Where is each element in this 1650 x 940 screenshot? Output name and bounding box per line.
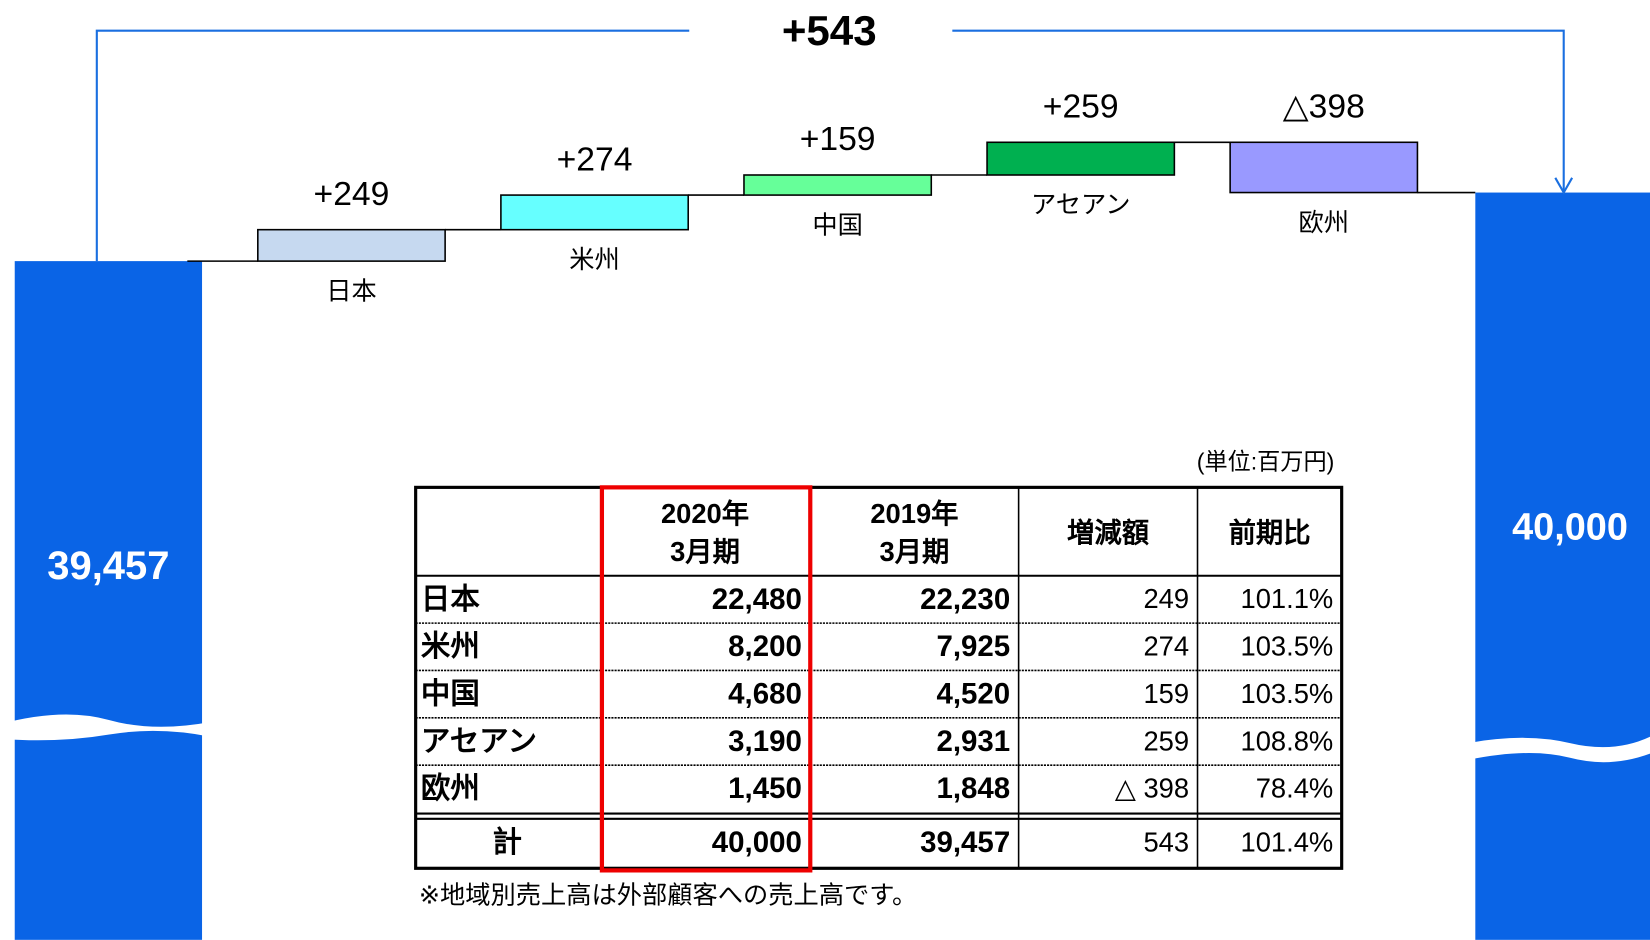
value-label: △398 bbox=[1283, 89, 1365, 126]
step-bar bbox=[743, 174, 933, 196]
header-cell: 3月期 bbox=[670, 536, 740, 567]
category-label: 日本 bbox=[326, 277, 377, 305]
value-label: +259 bbox=[1043, 89, 1119, 126]
start-bar bbox=[14, 261, 203, 940]
table-cell: 米州 bbox=[421, 630, 480, 663]
table-cell: 274 bbox=[1143, 631, 1189, 662]
end-label: 40,000 bbox=[1512, 506, 1628, 548]
category-label: 欧州 bbox=[1299, 209, 1350, 237]
table-cell: 108.8% bbox=[1241, 725, 1334, 756]
header-cell: 3月期 bbox=[879, 536, 949, 567]
value-label: +159 bbox=[800, 121, 876, 158]
bracket bbox=[95, 29, 690, 262]
table-cell: 3,190 bbox=[728, 725, 802, 758]
axis-break bbox=[0, 714, 211, 741]
table-cell: 欧州 bbox=[421, 772, 480, 805]
table-cell: 101.1% bbox=[1241, 583, 1334, 614]
table-cell: 103.5% bbox=[1241, 631, 1334, 662]
table-cell: 1,450 bbox=[728, 772, 802, 805]
category-label: アセアン bbox=[1031, 191, 1131, 219]
table-cell: アセアン bbox=[421, 725, 537, 758]
value-label: +274 bbox=[557, 141, 633, 178]
step-bar bbox=[500, 194, 689, 231]
table-cell: 22,480 bbox=[712, 583, 802, 616]
step-bar bbox=[257, 228, 446, 262]
table-cell: △ 398 bbox=[1115, 773, 1189, 804]
table-cell: 22,230 bbox=[920, 583, 1010, 616]
bracket bbox=[952, 29, 1565, 193]
table-cell: 159 bbox=[1143, 678, 1189, 709]
table-cell: 4,680 bbox=[728, 677, 802, 710]
category-label: 中国 bbox=[812, 211, 863, 239]
table-cell: 日本 bbox=[421, 583, 480, 616]
start-label: 39,457 bbox=[47, 544, 169, 588]
step-bar bbox=[1229, 141, 1419, 194]
table-cell: 40,000 bbox=[712, 826, 802, 859]
table-cell: 4,520 bbox=[936, 677, 1010, 710]
arrow-head bbox=[1554, 177, 1574, 195]
unit-label: (単位:百万円) bbox=[1197, 448, 1335, 474]
table-cell: 259 bbox=[1143, 725, 1189, 756]
total-change-label: +543 bbox=[782, 7, 877, 54]
header-cell: 2019年 bbox=[870, 498, 958, 529]
table-cell: 7,925 bbox=[936, 630, 1010, 663]
table-cell: 39,457 bbox=[920, 826, 1010, 859]
table-cell: 2,931 bbox=[936, 725, 1010, 758]
table-cell: 1,848 bbox=[936, 772, 1010, 805]
table-cell: 8,200 bbox=[728, 630, 802, 663]
table-cell: 101.4% bbox=[1241, 826, 1334, 857]
table-cell: 249 bbox=[1143, 583, 1189, 614]
table-cell: 103.5% bbox=[1241, 678, 1334, 709]
category-label: 米州 bbox=[569, 246, 620, 274]
step-bar bbox=[986, 141, 1176, 176]
end-bar bbox=[1475, 192, 1650, 940]
table-bg bbox=[414, 485, 1344, 870]
header-cell: 増減額 bbox=[1067, 517, 1149, 548]
note: ※地域別売上高は外部顧客への売上高です。 bbox=[419, 881, 917, 909]
highlight-box bbox=[599, 485, 813, 873]
table-cell: 中国 bbox=[421, 677, 480, 710]
table-cell: 543 bbox=[1143, 826, 1189, 857]
header-cell: 前期比 bbox=[1229, 517, 1311, 548]
axis-break bbox=[1467, 736, 1650, 763]
header-cell: 2020年 bbox=[661, 498, 749, 529]
value-label: +249 bbox=[314, 176, 390, 213]
table-cell: 78.4% bbox=[1256, 773, 1334, 804]
table-cell: 計 bbox=[492, 825, 521, 859]
